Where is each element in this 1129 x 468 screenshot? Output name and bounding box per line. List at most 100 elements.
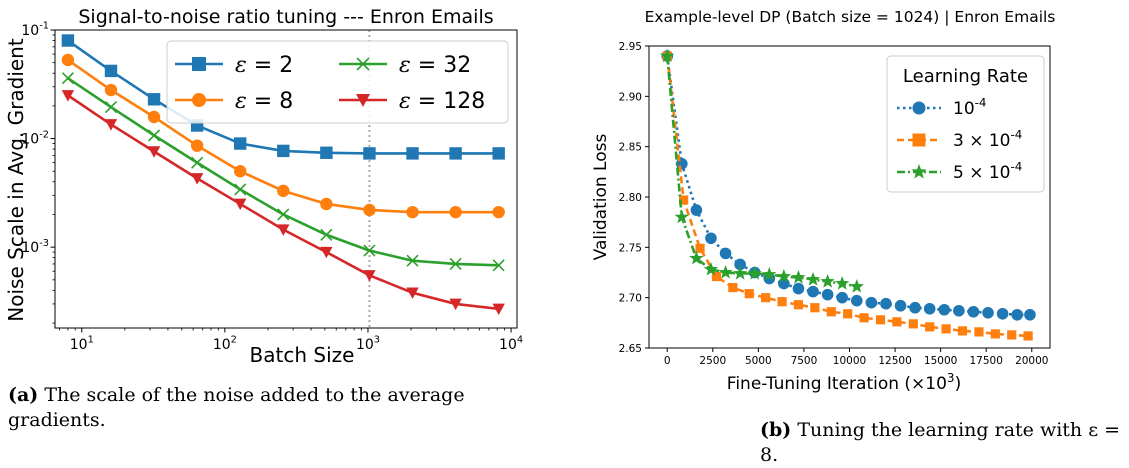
series-3-point xyxy=(320,246,333,259)
series-2-point xyxy=(104,101,118,114)
series-1-point xyxy=(908,319,918,329)
x-tick-label: 104 xyxy=(499,335,523,353)
x-tick-label: 5000 xyxy=(745,355,772,367)
series-1-point xyxy=(925,322,935,332)
y-axis-label: Validation Loss xyxy=(591,134,611,261)
series-1-point xyxy=(277,184,290,198)
series-0-point xyxy=(61,34,75,47)
chart-title: Signal-to-noise ratio tuning --- Enron E… xyxy=(78,6,493,28)
panel-b-validation-loss-chart: 0 2500 5000 7500 10000 12500 15000 17500 20000 2.… xyxy=(591,8,1055,394)
series-3-point xyxy=(449,298,462,311)
series-1-point xyxy=(147,110,161,124)
series-2-point xyxy=(61,72,74,85)
y-tick-label: 2.65 xyxy=(619,343,642,355)
series-1-point xyxy=(875,315,886,325)
series-2-point xyxy=(674,209,689,224)
series-line-3 xyxy=(67,94,499,311)
series-1-point xyxy=(859,313,869,323)
series-1-point xyxy=(941,324,951,334)
plot-frame xyxy=(648,45,1051,349)
x-tick-label: 12500 xyxy=(878,355,911,367)
legend-box xyxy=(166,40,509,124)
panel-a-noise-scale-chart: 101 102 103 104 10-3 10-2 10-1 ε = 2 ε = 8 ε = 32… xyxy=(4,6,523,367)
series-0-point xyxy=(104,64,118,78)
y-tick-label: 10-1 xyxy=(21,21,49,39)
series-2-point xyxy=(835,276,850,290)
x-axis-label: Fine-Tuning Iteration (×103) xyxy=(727,371,961,394)
series-2-point xyxy=(776,269,792,283)
series-0-point xyxy=(719,247,732,260)
series-0-point xyxy=(690,204,703,216)
series-2-point xyxy=(449,257,462,271)
series-3-point xyxy=(363,270,376,282)
series-0-point xyxy=(363,147,376,160)
series-2-point xyxy=(492,259,505,272)
series-0-point xyxy=(234,137,247,150)
legend-marker-0 xyxy=(912,101,926,115)
series-2-point xyxy=(234,183,247,196)
plot-frame xyxy=(54,29,518,329)
series-2-point xyxy=(689,250,704,265)
legend-label-0: ε = 2 xyxy=(235,53,293,78)
x-tick-label: 10000 xyxy=(833,355,866,367)
y-tick-label: 2.85 xyxy=(619,142,642,154)
series-1-point xyxy=(810,303,820,313)
caption-b: (b) Tuning the learning rate with ε = 8. xyxy=(760,418,1129,468)
series-1-point xyxy=(777,297,787,307)
series-0-point xyxy=(894,299,907,312)
series-1-point xyxy=(957,326,968,336)
series-3-point xyxy=(234,198,247,211)
x-axis-label: Batch Size xyxy=(250,343,355,367)
legend-marker-1 xyxy=(192,93,206,107)
caption-a-label: (a) xyxy=(8,384,39,406)
series-0-point xyxy=(734,258,746,271)
y-tick-label: 10-3 xyxy=(21,238,49,256)
y-axis-label: Noise Scale in Avg. Gradient xyxy=(4,38,28,322)
legend-label-1: ε = 8 xyxy=(235,89,293,114)
x-tick-label: 17500 xyxy=(970,355,1003,367)
series-1-point xyxy=(449,205,462,219)
x-tick-label: 102 xyxy=(213,335,237,353)
series-1-point xyxy=(761,293,771,303)
x-tick-label: 101 xyxy=(70,335,94,353)
series-3-point xyxy=(406,287,419,299)
series-0-point xyxy=(147,93,161,106)
chart-title: Example-level DP (Batch size = 1024) | E… xyxy=(645,8,1056,26)
series-0-point xyxy=(1011,308,1023,321)
legend-title: Learning Rate xyxy=(903,66,1028,87)
series-2-point xyxy=(191,156,204,169)
series-line-0 xyxy=(665,55,1030,317)
x-tick-label: 2500 xyxy=(699,355,726,367)
series-0-point xyxy=(449,147,462,160)
series-3-point xyxy=(190,173,204,185)
series-1-point xyxy=(320,197,333,211)
series-1-point xyxy=(1007,330,1017,340)
legend-box xyxy=(886,55,1045,193)
series-0-point xyxy=(865,296,878,309)
series-0-point xyxy=(967,305,980,318)
legend-marker-3 xyxy=(356,94,370,107)
series-3-point xyxy=(61,90,75,102)
caption-b-text: Tuning the learning rate with ε = 8. xyxy=(760,419,1120,466)
caption-a-text-line2: gradients. xyxy=(8,409,106,431)
series-0-point xyxy=(953,304,965,317)
series-2-point xyxy=(820,274,835,288)
series-3-point xyxy=(492,303,505,316)
series-2-point xyxy=(406,254,419,267)
series-2-point xyxy=(849,279,864,293)
y-tick-label: 2.90 xyxy=(619,91,642,103)
series-1-point xyxy=(190,139,204,152)
series-1-point xyxy=(843,309,853,319)
series-2-point xyxy=(277,208,290,221)
series-0-point xyxy=(277,144,290,158)
series-2-point xyxy=(660,48,675,63)
series-3-point xyxy=(147,146,161,158)
series-1-point xyxy=(826,307,836,317)
series-0-point xyxy=(836,291,849,304)
series-1-point xyxy=(104,83,118,97)
x-tick-label: 20000 xyxy=(1015,355,1048,367)
caption-b-label: (b) xyxy=(760,419,792,441)
series-2-point xyxy=(747,266,762,280)
series-0-point xyxy=(705,232,717,245)
x-tick-label: 0 xyxy=(664,355,671,367)
